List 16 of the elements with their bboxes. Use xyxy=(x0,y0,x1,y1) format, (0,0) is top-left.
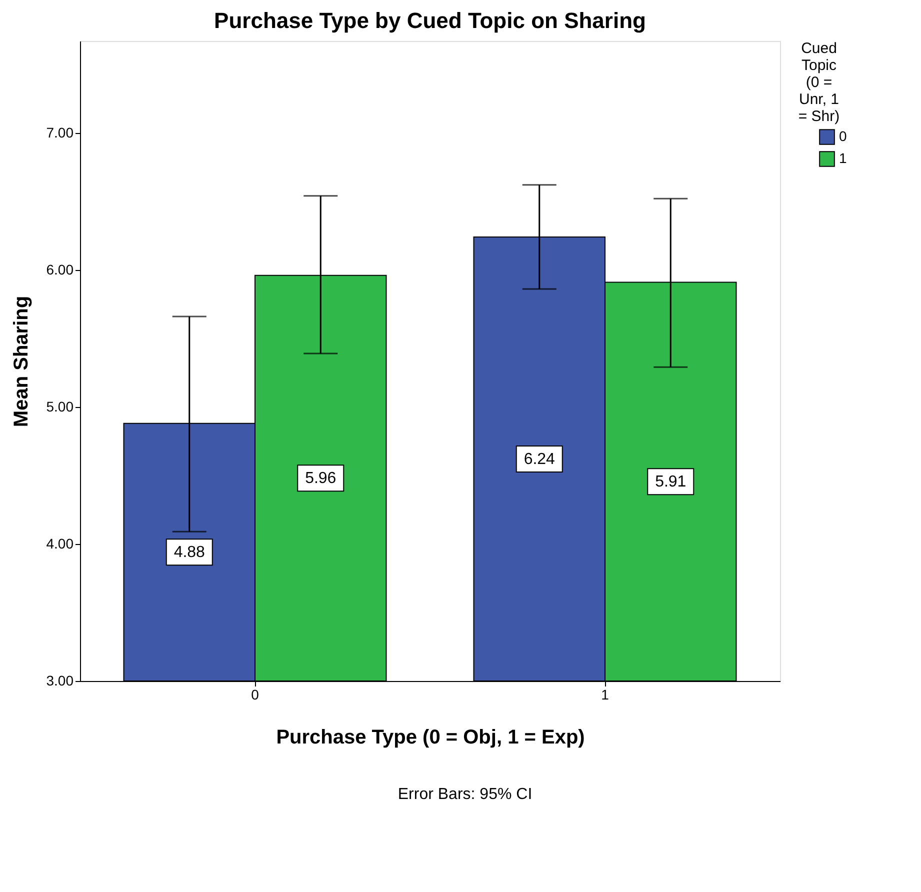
legend-label: 1 xyxy=(839,150,847,166)
chart-title: Purchase Type by Cued Topic on Sharing xyxy=(214,8,646,33)
data-label: 5.91 xyxy=(655,474,686,491)
y-tick-label: 4.00 xyxy=(46,535,74,552)
y-tick-label: 6.00 xyxy=(46,261,74,278)
data-label: 5.96 xyxy=(305,470,336,488)
data-label: 4.88 xyxy=(174,544,206,562)
legend-label: 0 xyxy=(839,128,847,144)
y-tick-label: 7.00 xyxy=(46,124,74,140)
y-tick-label: 5.00 xyxy=(46,398,74,414)
x-axis-title: Purchase Type (0 = Obj, 1 = Exp) xyxy=(276,726,585,748)
legend-title: Cued Topic (0 = Unr, 1 = Shr) xyxy=(798,40,840,125)
y-axis-title: Mean Sharing xyxy=(10,296,32,428)
y-tick-label: 3.00 xyxy=(46,672,74,688)
data-label: 6.24 xyxy=(524,450,556,468)
text: Error Bars: 95% CI xyxy=(398,786,532,803)
